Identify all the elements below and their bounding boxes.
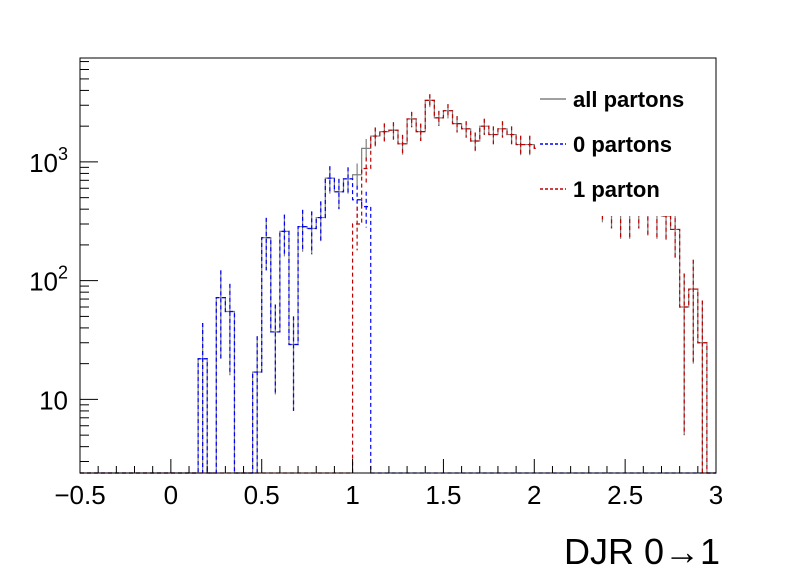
- x-tick-label: −0.5: [54, 480, 105, 510]
- x-tick-label: 1.5: [425, 480, 461, 510]
- axes: −0.5 0 0.5 1 1.5 2 2.5 3 10 102 103: [29, 61, 723, 510]
- plot-frame: [79, 57, 717, 474]
- x-tick-label: 2: [527, 480, 541, 510]
- legend: all partons 0 partons 1 parton: [540, 87, 684, 202]
- x-tick-label: 0: [164, 480, 178, 510]
- y-tick-label: 103: [29, 144, 68, 178]
- legend-label: 0 partons: [573, 132, 672, 157]
- y-tick-label: 10: [39, 385, 68, 415]
- y-tick-label: 102: [29, 263, 68, 297]
- x-axis-title: DJR 0→1: [564, 531, 720, 572]
- x-tick-label: 1: [345, 480, 359, 510]
- x-tick-label: 3: [709, 480, 723, 510]
- x-tick-label: 0.5: [244, 480, 280, 510]
- x-tick-label: 2.5: [607, 480, 643, 510]
- legend-label: 1 parton: [573, 177, 660, 202]
- legend-label: all partons: [573, 87, 684, 112]
